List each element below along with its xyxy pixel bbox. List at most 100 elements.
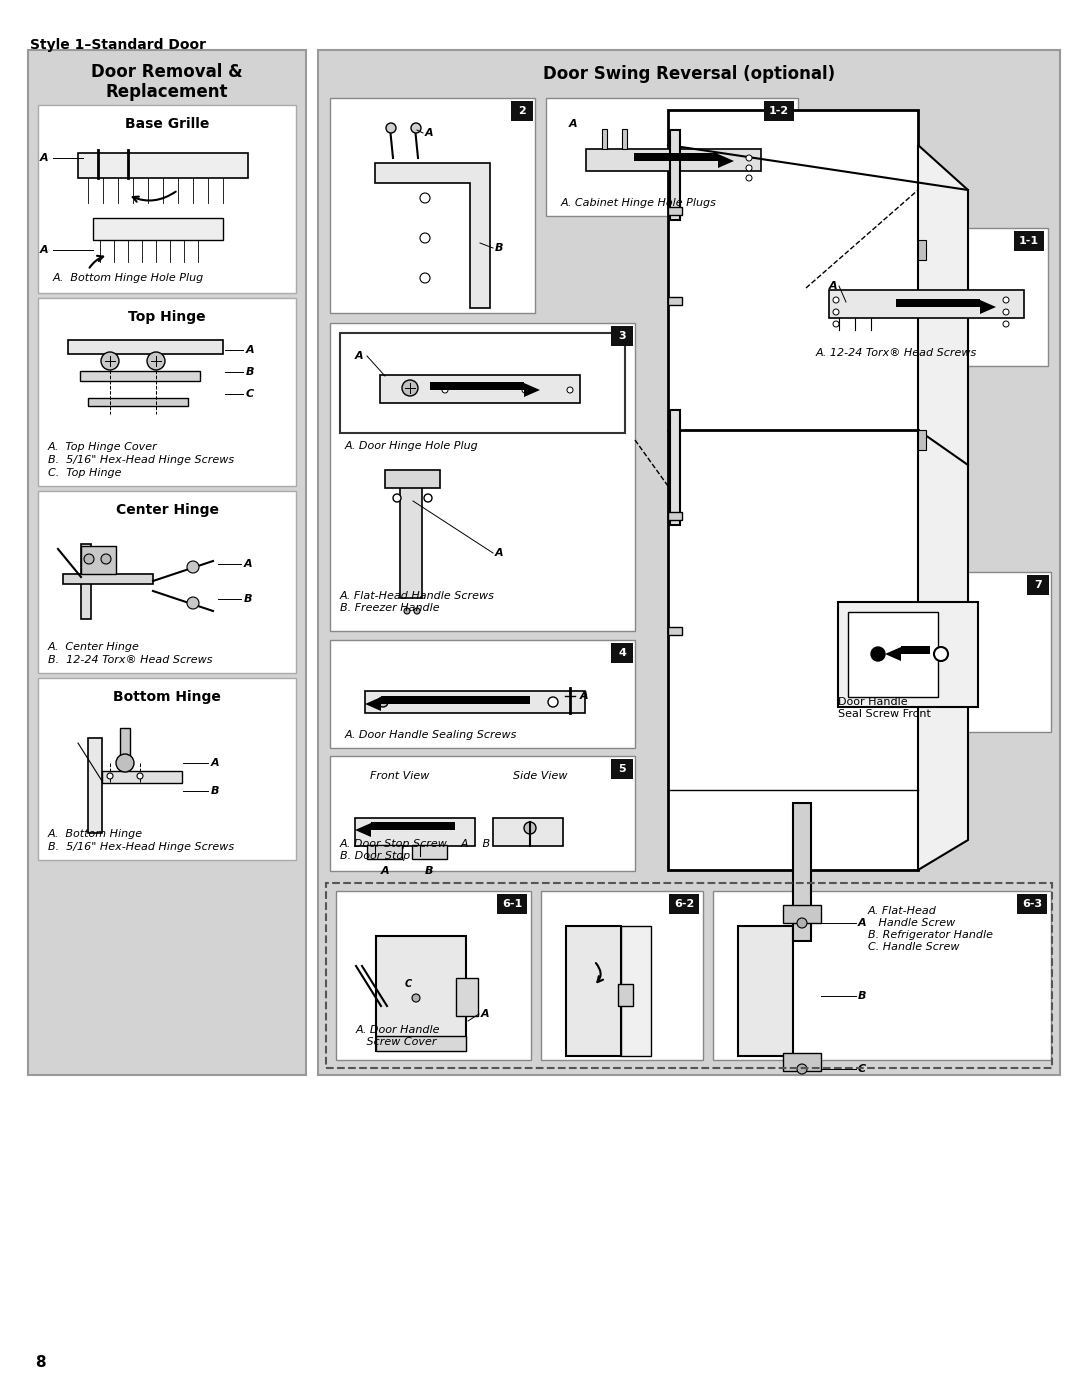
Circle shape (522, 387, 528, 393)
Circle shape (420, 233, 430, 243)
Text: A.  Bottom Hinge Hole Plug: A. Bottom Hinge Hole Plug (53, 272, 204, 284)
Bar (669, 894, 699, 914)
Bar (806, 228, 1048, 366)
Text: C: C (246, 388, 254, 400)
Text: B: B (244, 594, 253, 604)
Bar (896, 299, 980, 307)
Text: A: A (355, 351, 364, 360)
Polygon shape (375, 163, 490, 307)
Text: 6-1: 6-1 (502, 900, 522, 909)
Circle shape (797, 1065, 807, 1074)
Bar (670, 409, 680, 525)
Text: Handle Screw: Handle Screw (868, 918, 955, 928)
Bar (586, 149, 761, 170)
Circle shape (746, 175, 752, 182)
Bar (318, 50, 1059, 1076)
Bar (713, 891, 1051, 1060)
Bar (738, 926, 793, 1056)
Circle shape (1003, 309, 1009, 314)
Circle shape (102, 352, 119, 370)
Text: A: A (211, 759, 219, 768)
Bar (541, 891, 703, 1060)
Text: 5: 5 (618, 764, 625, 774)
Bar (611, 326, 633, 346)
Text: Door Swing Reversal (optional): Door Swing Reversal (optional) (543, 66, 835, 82)
Bar (1014, 231, 1044, 251)
Text: 2: 2 (518, 106, 526, 116)
Text: A: A (244, 559, 253, 569)
Bar (102, 771, 183, 782)
Bar (38, 298, 296, 486)
Polygon shape (718, 154, 734, 168)
Bar (621, 926, 651, 1056)
Text: 4: 4 (618, 648, 626, 658)
Text: 3: 3 (618, 331, 625, 341)
Bar (93, 218, 222, 240)
Bar (330, 323, 635, 631)
Bar (918, 430, 926, 450)
Bar (783, 1053, 821, 1071)
Circle shape (833, 321, 839, 327)
Text: A. Flat-Head Handle Screws: A. Flat-Head Handle Screws (340, 591, 495, 601)
Bar (355, 819, 475, 847)
Bar (381, 696, 530, 704)
Bar (400, 483, 422, 598)
Circle shape (393, 495, 401, 502)
Polygon shape (918, 145, 968, 870)
Text: A. 12-24 Torx® Head Screws: A. 12-24 Torx® Head Screws (816, 348, 977, 358)
Bar (669, 110, 918, 870)
Text: A: A (495, 548, 503, 557)
Text: A. Door Handle: A. Door Handle (356, 1025, 441, 1035)
Text: A. Cabinet Hinge Hole Plugs: A. Cabinet Hinge Hole Plugs (561, 198, 717, 208)
Bar (456, 978, 478, 1016)
Text: Front View: Front View (370, 771, 430, 781)
Circle shape (411, 995, 420, 1002)
Bar (546, 98, 798, 217)
Circle shape (548, 697, 558, 707)
Circle shape (107, 773, 113, 780)
Bar (611, 643, 633, 664)
Text: A. Door Stop Screw    A    B: A. Door Stop Screw A B (340, 840, 491, 849)
Circle shape (187, 562, 199, 573)
Bar (78, 154, 248, 177)
Text: B. Freezer Handle: B. Freezer Handle (340, 604, 440, 613)
Bar (63, 574, 153, 584)
Bar (622, 129, 627, 149)
Polygon shape (365, 697, 381, 711)
Bar (81, 546, 116, 574)
Text: Screw Cover: Screw Cover (356, 1037, 436, 1046)
Text: A: A (858, 918, 866, 928)
Bar (367, 845, 402, 859)
Text: Base Grille: Base Grille (125, 117, 210, 131)
Circle shape (404, 608, 410, 615)
Text: B.  5/16" Hex-Head Hinge Screws: B. 5/16" Hex-Head Hinge Screws (48, 842, 234, 852)
Bar (384, 469, 440, 488)
Text: B. Door Stop: B. Door Stop (340, 851, 410, 861)
Bar (918, 640, 926, 659)
Text: Style 1–Standard Door: Style 1–Standard Door (30, 38, 206, 52)
Polygon shape (524, 383, 540, 397)
Bar (764, 101, 794, 122)
Text: Seal Screw Front: Seal Screw Front (838, 710, 931, 719)
Text: A. Door Hinge Hole Plug: A. Door Hinge Hole Plug (345, 441, 478, 451)
Circle shape (187, 597, 199, 609)
Bar (28, 50, 306, 1076)
Text: Door Handle: Door Handle (838, 697, 907, 707)
Text: A: A (380, 866, 389, 876)
Text: 6-2: 6-2 (674, 900, 694, 909)
Bar (618, 983, 633, 1006)
Text: A.  Top Hinge Cover: A. Top Hinge Cover (48, 441, 158, 453)
Text: A: A (481, 1009, 489, 1018)
Text: A: A (569, 119, 578, 129)
Bar (634, 154, 718, 161)
Bar (326, 883, 1052, 1067)
Text: A. Door Handle Sealing Screws: A. Door Handle Sealing Screws (345, 731, 517, 740)
Bar (372, 821, 455, 830)
Circle shape (116, 754, 134, 773)
Bar (566, 926, 621, 1056)
Bar (87, 738, 102, 833)
Bar (511, 101, 534, 122)
Text: C.  Top Hinge: C. Top Hinge (48, 468, 121, 478)
Circle shape (567, 387, 573, 393)
Circle shape (84, 555, 94, 564)
